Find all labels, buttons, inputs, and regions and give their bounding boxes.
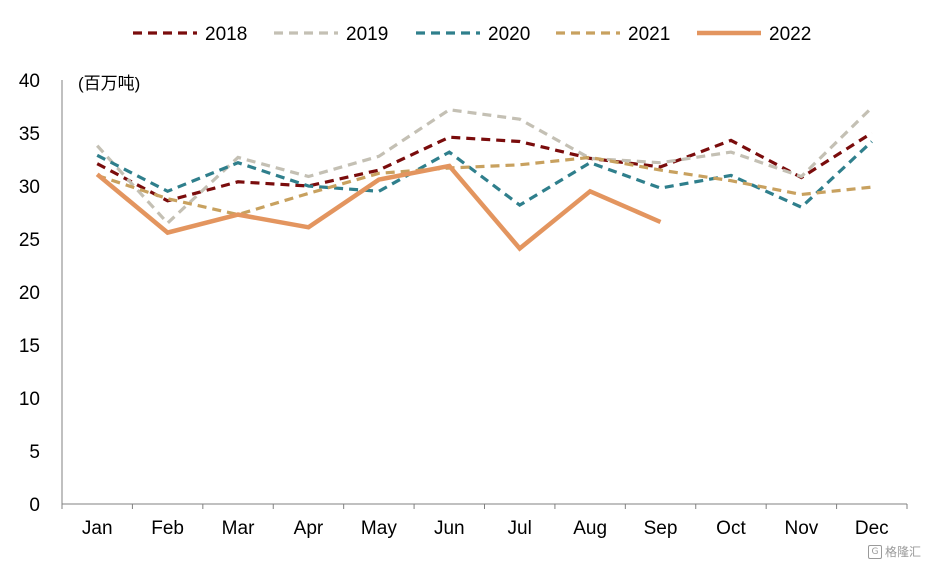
- series-lines: [95, 106, 873, 252]
- y-tick-label: 0: [29, 495, 40, 516]
- legend-label-2021: 2021: [628, 24, 670, 45]
- legend-label-2019: 2019: [346, 24, 388, 45]
- series-line-2022: [95, 163, 662, 252]
- legend-label-2018: 2018: [205, 24, 247, 45]
- x-tick-label: Jul: [508, 518, 532, 539]
- x-tick-label: Jun: [434, 518, 465, 539]
- y-tick-label: 30: [19, 177, 40, 198]
- x-tick-label: Dec: [855, 518, 889, 539]
- y-unit-label: (百万吨): [78, 74, 140, 93]
- legend: 2018 2019 2020 2021 2022: [133, 24, 811, 45]
- y-tick-label: 40: [19, 71, 40, 92]
- x-tick-label: Feb: [151, 518, 184, 539]
- axes: [61, 80, 907, 505]
- x-tick-label: Aug: [573, 518, 607, 539]
- series-line-2018: [96, 131, 873, 203]
- watermark: G 格隆汇: [867, 543, 921, 560]
- y-tick-label: 5: [29, 442, 40, 463]
- y-tick-label: 20: [19, 283, 40, 304]
- y-tick-label: 15: [19, 336, 40, 357]
- y-tick-label: 25: [19, 230, 40, 251]
- x-tick-label: Mar: [222, 518, 255, 539]
- x-tick-label: Nov: [784, 518, 818, 539]
- x-tick-label: May: [361, 518, 397, 539]
- x-tick-label: Sep: [644, 518, 678, 539]
- y-tick-label: 10: [19, 389, 40, 410]
- y-ticks: 0 5 10 15 20 25 30 35 40: [19, 71, 40, 516]
- y-tick-label: 35: [19, 124, 40, 145]
- legend-label-2020: 2020: [488, 24, 530, 45]
- x-tick-label: Oct: [716, 518, 746, 539]
- watermark-text: 格隆汇: [884, 545, 921, 559]
- x-ticks: Jan Feb Mar Apr May Jun Jul Aug Sep Oct Nov Dec: [61, 504, 908, 539]
- x-tick-label: Jan: [82, 518, 113, 539]
- x-tick-label: Apr: [294, 518, 324, 539]
- series-line-2020: [96, 140, 873, 210]
- watermark-logo-icon: G: [867, 544, 882, 559]
- legend-label-2022: 2022: [769, 24, 811, 45]
- series-line-2021: [96, 155, 872, 217]
